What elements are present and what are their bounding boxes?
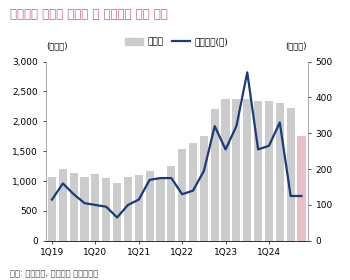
Bar xyxy=(59,169,67,241)
Bar xyxy=(200,136,208,241)
Text: 자료: 두산밥캣, 키움증권 리서치센터: 자료: 두산밥캣, 키움증권 리서치센터 xyxy=(10,270,99,279)
Bar xyxy=(178,150,186,241)
Text: (십억원): (십억원) xyxy=(47,42,68,51)
Bar xyxy=(135,175,143,241)
Text: (십억원): (십억원) xyxy=(285,42,307,51)
Bar xyxy=(167,166,175,241)
Bar xyxy=(287,108,295,241)
Bar xyxy=(70,173,78,241)
Bar xyxy=(298,136,306,241)
Bar xyxy=(80,178,89,241)
Bar xyxy=(254,101,262,241)
Bar xyxy=(146,171,154,241)
Bar xyxy=(48,178,56,241)
Bar xyxy=(156,178,164,241)
Bar xyxy=(232,99,240,241)
Bar xyxy=(243,99,251,241)
Legend: 매출액, 영업이익(우): 매출액, 영업이익(우) xyxy=(121,34,232,50)
Bar xyxy=(276,103,284,241)
Bar xyxy=(211,109,219,241)
Bar xyxy=(124,178,132,241)
Bar xyxy=(222,99,230,241)
Text: 두산밥캣 분기별 매출액 및 영업이익 추이 전망: 두산밥캣 분기별 매출액 및 영업이익 추이 전망 xyxy=(10,8,168,21)
Bar xyxy=(113,183,121,241)
Bar xyxy=(102,178,110,241)
Bar xyxy=(189,143,197,241)
Bar xyxy=(91,174,99,241)
Bar xyxy=(265,101,273,241)
